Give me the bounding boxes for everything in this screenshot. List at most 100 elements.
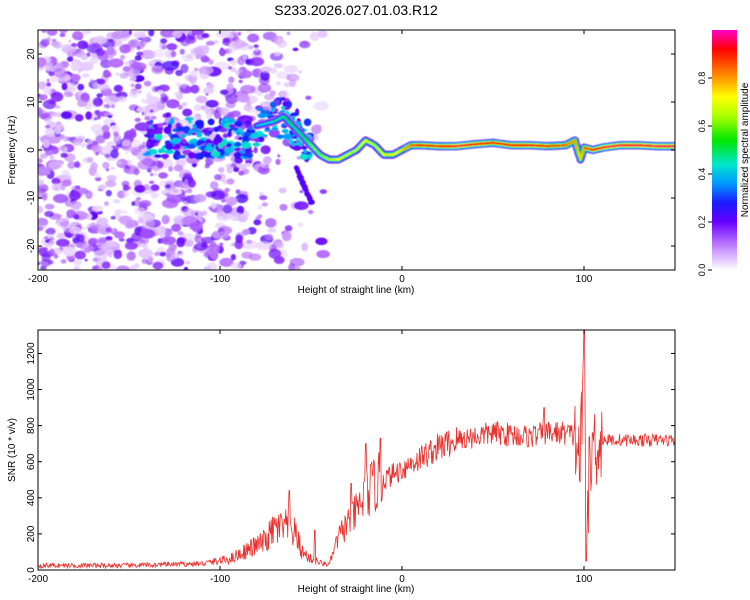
spectrogram-speckle [97, 78, 106, 85]
spectrogram-speckle [288, 263, 296, 270]
spectrogram-speckle [48, 71, 55, 77]
spectrogram-speckle [233, 166, 240, 173]
spectrogram-speckle [70, 242, 77, 248]
spectrogram-cluster [163, 126, 172, 135]
spectrogram-speckle [123, 190, 129, 198]
spectrogram-speckle [246, 163, 251, 167]
spectrogram-speckle [138, 248, 153, 259]
spectrogram-speckle [311, 124, 322, 135]
spectrogram-cluster [233, 147, 241, 151]
spectrogram-speckle [44, 203, 55, 210]
spectrogram-speckle [46, 78, 50, 83]
spectrogram-speckle [228, 76, 235, 84]
spectrogram-speckle [245, 59, 253, 64]
spectrogram-speckle [150, 116, 157, 120]
spectrogram-speckle [201, 33, 210, 39]
spectrogram-speckle [46, 227, 56, 235]
spectrogram-cluster [197, 139, 206, 145]
spectrogram-speckle [179, 182, 191, 189]
spectrogram-speckle [64, 173, 72, 179]
spectrogram-speckle [102, 161, 110, 169]
spectrogram-speckle [124, 241, 138, 250]
spectrogram-speckle [141, 258, 148, 264]
spectrogram-speckle [218, 231, 230, 239]
spectrogram-cluster [161, 122, 168, 126]
spectrogram-speckle [225, 93, 239, 104]
spectrogram-cluster [164, 149, 175, 155]
spectrogram-speckle [238, 170, 245, 176]
spectrogram-cluster [196, 132, 203, 138]
spectrogram-speckle [206, 40, 215, 46]
spectrogram-cluster [256, 107, 264, 112]
spectrogram-speckle [278, 249, 288, 259]
spectrogram-speckle [178, 105, 183, 110]
spectrogram-speckle [170, 50, 177, 58]
spectrogram-speckle [51, 182, 63, 192]
spectrogram-speckle [94, 110, 101, 115]
spectrogram-speckle [181, 102, 188, 106]
spectrogram-speckle [44, 236, 48, 240]
spectrogram-cluster [241, 141, 251, 149]
spectrogram-speckle [177, 250, 183, 255]
spectrogram-speckle [277, 154, 281, 158]
spectrogram-speckle [218, 48, 226, 57]
spectrogram-cluster [171, 137, 181, 144]
spectrogram-speckle [165, 112, 172, 118]
spectrogram-speckle [138, 202, 149, 208]
spectrogram-speckle [246, 239, 253, 244]
spectrogram-speckle [235, 189, 241, 195]
spectrogram-speckle [110, 149, 119, 159]
spectrogram-speckle [113, 199, 121, 204]
spectrogram-speckle [38, 57, 47, 68]
spectrogram-speckle [91, 227, 99, 233]
spectrogram-speckle [208, 59, 214, 65]
spectrogram-speckle [276, 71, 289, 79]
spectrogram-speckle [121, 210, 128, 215]
spectrogram-speckle [110, 125, 117, 130]
spectrogram-speckle [85, 111, 93, 120]
spectrogram-speckle [166, 43, 178, 51]
spectrogram-cluster [303, 149, 308, 154]
spectrogram-speckle [92, 205, 104, 212]
spectrogram-speckle [119, 44, 131, 54]
spectrogram-speckle [131, 201, 136, 206]
spectrogram-speckle [160, 38, 168, 44]
spectrogram-speckle [46, 30, 58, 36]
spectrogram-speckle [84, 258, 88, 262]
spectrogram-cluster [156, 127, 163, 136]
spectrogram-cluster [226, 142, 232, 148]
spectrogram-speckle [193, 49, 198, 54]
spectrogram-speckle [237, 31, 242, 36]
spectrogram-speckle [60, 152, 68, 158]
spectrogram-speckle [199, 69, 210, 80]
spectrogram-speckle [55, 247, 63, 255]
spectrogram-cluster [177, 154, 187, 159]
spectrogram-speckle [279, 90, 291, 99]
spectrogram-speckle [60, 259, 67, 264]
spectrogram-speckle [264, 164, 269, 168]
spectrogram-speckle [53, 253, 59, 259]
spectrogram-speckle [124, 168, 131, 173]
spectrogram-speckle [102, 69, 111, 79]
spectrogram-cluster [233, 151, 244, 159]
spectrogram-speckle [142, 157, 154, 167]
spectrogram-speckle [230, 262, 243, 269]
spectrogram-cluster [252, 142, 261, 147]
spectrogram-speckle [53, 193, 68, 204]
spectrogram-speckle [110, 104, 116, 109]
spectrogram-speckle [182, 108, 193, 117]
spectrogram-speckle [96, 93, 103, 98]
spectrogram-speckle [170, 257, 185, 267]
spectrogram-speckle [236, 163, 247, 170]
spectrogram-speckle [165, 184, 171, 189]
spectrogram-x-tick-label: 0 [399, 274, 405, 285]
spectrogram-speckle [86, 138, 93, 145]
snr-x-tick-label: -100 [210, 574, 230, 585]
spectrogram-speckle [42, 139, 50, 148]
spectrogram-speckle [254, 47, 259, 52]
spectrogram-speckle [38, 261, 41, 266]
spectrogram-speckle [101, 145, 113, 155]
spectrogram-speckle [317, 30, 328, 38]
spectrogram-y-tick-label: -20 [26, 238, 37, 253]
spectrogram-speckle [147, 256, 154, 262]
